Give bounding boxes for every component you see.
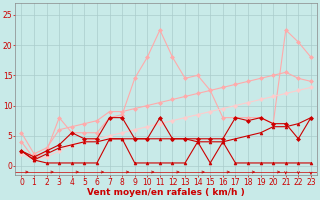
X-axis label: Vent moyen/en rafales ( km/h ): Vent moyen/en rafales ( km/h ) — [87, 188, 245, 197]
